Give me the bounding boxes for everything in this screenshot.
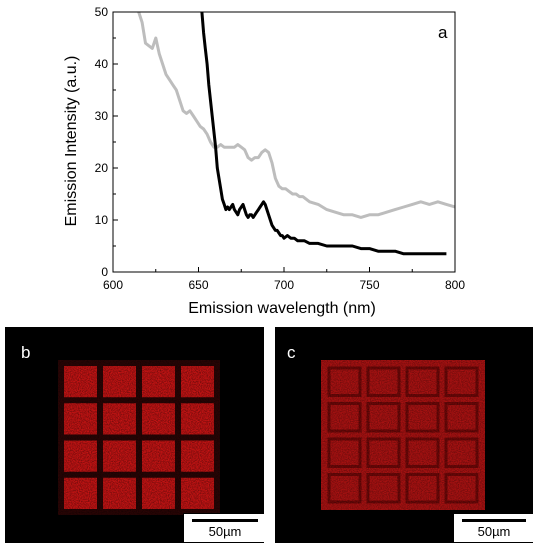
red-grid-image-b (58, 360, 220, 515)
scalebar-label-c: 50µm (477, 524, 511, 539)
y-axis-label: Emission Intensity (a.u.) (63, 56, 80, 227)
x-tick-label-600: 600 (103, 278, 123, 292)
series-line-1 (137, 12, 455, 219)
scalebar-line-c (462, 519, 526, 522)
y-tick-label-40: 40 (95, 57, 109, 71)
microscopy-panel-c: c 50µm (275, 327, 533, 543)
x-axis-label: Emission wavelength (nm) (188, 300, 376, 317)
panel-label-a: a (438, 23, 448, 42)
y-tick-label-10: 10 (95, 213, 109, 227)
plot-frame (112, 11, 456, 273)
noise-overlay-b (58, 360, 220, 515)
scalebar-label-b: 50µm (208, 524, 242, 539)
red-grid-image-c (321, 360, 485, 510)
x-tick-label-750: 750 (359, 278, 379, 292)
scalebar-c: 50µm (453, 513, 533, 543)
y-tick-label-30: 30 (95, 109, 109, 123)
scalebar-b: 50µm (183, 513, 264, 543)
noise-overlay-c (321, 360, 485, 510)
y-tick-label-50: 50 (95, 5, 109, 19)
emission-chart: 600 650 700 750 800 0 10 20 30 40 50 a Emission wa… (63, 5, 466, 317)
microscopy-panel-b: b 50µm (5, 327, 264, 543)
plot-area: 600 650 700 750 800 0 10 20 30 40 50 (95, 5, 466, 292)
panel-label-c: c (287, 343, 296, 362)
y-tick-label-0: 0 (101, 265, 108, 279)
x-tick-label-800: 800 (445, 278, 465, 292)
x-tick-label-650: 650 (188, 278, 208, 292)
series-line-2 (200, 12, 447, 256)
panel-label-b: b (21, 343, 31, 362)
x-tick-label-700: 700 (274, 278, 294, 292)
scalebar-line-b (192, 519, 258, 522)
y-tick-label-20: 20 (95, 161, 109, 175)
